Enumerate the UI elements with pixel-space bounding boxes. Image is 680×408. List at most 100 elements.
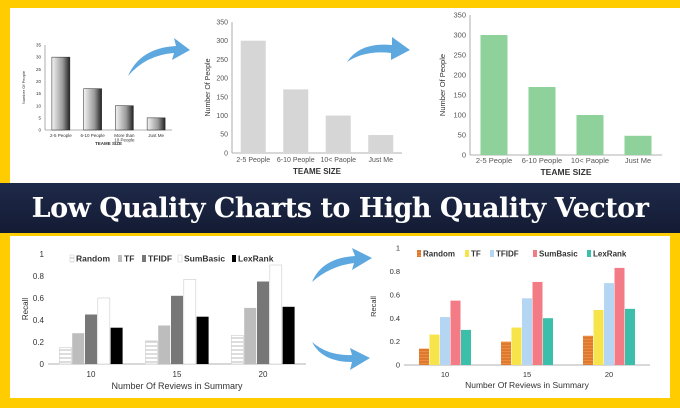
bar [368, 135, 394, 153]
bar-lexrank [461, 329, 471, 365]
y-tick-label: 50 [220, 132, 228, 139]
legend-swatch [587, 250, 591, 257]
y-tick-label: 250 [453, 51, 466, 60]
bar-sumbasic [97, 297, 111, 365]
y-tick-label: 150 [216, 94, 228, 101]
bar [240, 40, 266, 153]
bar [283, 89, 309, 153]
x-tick-label: 10< Paople [571, 156, 609, 165]
bar-sumbasic [183, 278, 197, 365]
bar [480, 35, 508, 155]
x-tick-label: 10 [441, 370, 449, 379]
y-tick-label: 200 [216, 76, 228, 83]
arrow-icon [347, 37, 410, 62]
bar-lexrank [282, 306, 295, 364]
bar-lexrank [196, 316, 209, 364]
legend-swatch [417, 250, 421, 257]
bar-tf [244, 307, 257, 364]
y-axis-title: Number Of People [205, 58, 212, 116]
legend-label: SumBasic [184, 254, 225, 264]
y-tick-label: 0 [224, 150, 228, 157]
y-tick-label: 250 [216, 57, 228, 64]
bar-sumbasic [532, 281, 543, 365]
y-tick-label: 0.2 [390, 337, 400, 346]
y-tick-label: 300 [216, 38, 228, 45]
x-tick-label: 20 [259, 370, 268, 379]
banner-title: Low Quality Charts to High Quality Vecto… [31, 192, 649, 224]
legend-label: TF [124, 254, 134, 264]
x-tick-label: 10< Paople [320, 157, 356, 164]
legend-swatch [142, 255, 146, 262]
bar-random [419, 348, 429, 365]
legend-swatch [177, 254, 183, 263]
bar-tfidf [522, 298, 532, 365]
y-tick-label: 0.4 [390, 314, 400, 323]
legend-label: TFIDF [148, 254, 172, 264]
bar-sumbasic [450, 300, 461, 365]
x-tick-label: Just Me [148, 133, 164, 138]
bar-tf [511, 327, 522, 365]
y-axis-title: Number Of People [21, 70, 26, 104]
bar-tf [158, 325, 171, 364]
bar [576, 115, 604, 155]
bar-sumbasic [614, 267, 625, 365]
y-tick-label: 10 [36, 103, 42, 108]
legend-swatch [118, 255, 122, 262]
y-tick-label: 350 [453, 11, 466, 20]
bar [624, 135, 652, 155]
y-axis-title: Recall [21, 298, 30, 320]
x-tick-label: 20 [605, 370, 613, 379]
y-tick-label: 0.6 [33, 294, 45, 303]
bar-lexrank [625, 308, 635, 365]
legend-label: Random [423, 250, 455, 259]
legend-label: TF [471, 250, 481, 259]
bar-tf [72, 333, 85, 364]
y-tick-label: 15 [36, 91, 42, 96]
y-tick-label: 30 [36, 55, 42, 60]
bar [51, 56, 71, 131]
legend-label: Random [76, 254, 110, 264]
y-tick-label: 200 [453, 71, 466, 80]
x-tick-label: Just Me [625, 156, 651, 165]
legend-label: SumBasic [539, 250, 578, 259]
x-axis-title: Number Of Reviews in Summary [111, 381, 243, 391]
bar-sumbasic [269, 264, 283, 365]
legend-label: LexRank [593, 250, 627, 259]
x-tick-label: 6-10 People [522, 156, 562, 165]
y-tick-label: 20 [36, 79, 42, 84]
y-tick-label: 50 [458, 131, 466, 140]
y-tick-label: 0 [396, 361, 400, 370]
bar-random [231, 335, 244, 365]
arrow-icon [312, 248, 372, 282]
y-tick-label: 0 [40, 360, 45, 369]
y-tick-label: 0 [38, 128, 41, 133]
y-tick-label: 35 [36, 43, 42, 48]
bar [83, 88, 102, 131]
x-tick-label: 2-5 People [236, 157, 270, 164]
x-tick-label: Just Me [368, 157, 393, 164]
x-tick-label: 10 [87, 370, 96, 379]
y-tick-label: 0.8 [33, 272, 45, 281]
y-tick-label: 100 [216, 113, 228, 120]
bar-tfidf [171, 295, 183, 364]
legend-swatch [490, 250, 494, 257]
y-tick-label: 1 [396, 244, 400, 253]
bar-tf [593, 310, 604, 365]
y-tick-label: 0 [462, 151, 466, 160]
y-tick-label: 5 [38, 115, 41, 120]
bar [528, 87, 556, 155]
x-tick-label: 6-10 People [80, 133, 105, 138]
y-axis-title: Recall [369, 296, 378, 317]
x-tick-label: 6-10 People [277, 157, 315, 164]
y-tick-label: 0.2 [33, 338, 45, 347]
arrow-icon [128, 38, 190, 76]
y-tick-label: 350 [216, 19, 228, 26]
y-tick-label: 1 [40, 250, 45, 259]
top-panel [10, 8, 680, 183]
x-tick-label: More than [114, 133, 135, 138]
bar-tfidf [257, 281, 269, 364]
bar-tfidf [604, 283, 614, 365]
bar-tfidf [85, 314, 97, 364]
legend-swatch [533, 250, 537, 257]
